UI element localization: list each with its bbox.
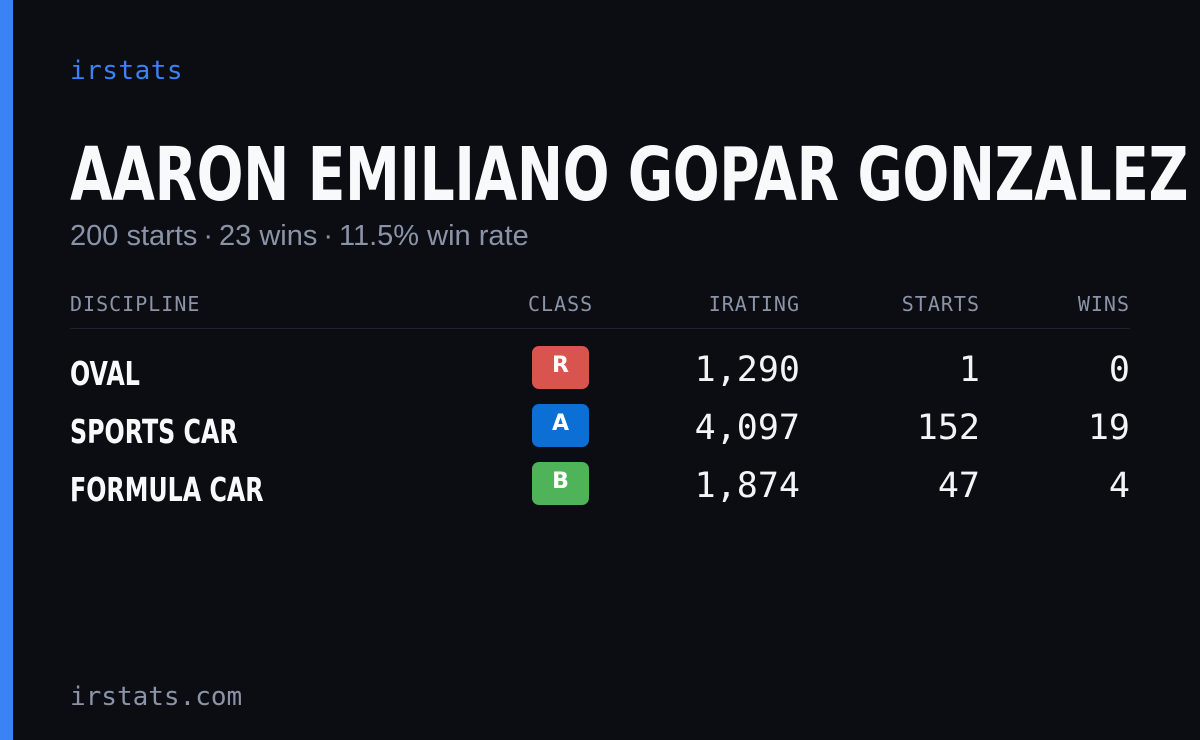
summary-wins: 23 wins	[219, 220, 318, 252]
row-starts: 1	[958, 350, 980, 390]
class-badge: B	[532, 462, 589, 505]
row-wins: 19	[1087, 408, 1130, 448]
header-starts: STARTS	[901, 292, 980, 316]
row-discipline: FORMULA CAR	[70, 470, 264, 509]
summary-win-rate: 11.5% win rate	[339, 220, 529, 252]
table-row-formula-car: FORMULA CAR B 1,874 47 4	[70, 462, 1130, 510]
header-discipline: DISCIPLINE	[70, 292, 201, 316]
row-discipline: OVAL	[70, 354, 140, 393]
driver-name: AARON EMILIANO GOPAR GONZALEZ	[70, 132, 1189, 218]
row-wins: 0	[1108, 350, 1130, 390]
accent-bar	[0, 0, 13, 740]
row-starts: 152	[916, 408, 980, 448]
row-irating: 4,097	[694, 408, 800, 448]
brand-logo: irstats	[70, 56, 184, 86]
table-row-sports-car: SPORTS CAR A 4,097 152 19	[70, 404, 1130, 452]
summary-starts: 200 starts	[70, 220, 198, 252]
summary-stats: 200 starts · 23 wins · 11.5% win rate	[70, 220, 529, 253]
table-header: DISCIPLINE CLASS IRATING STARTS WINS	[70, 292, 1130, 329]
header-irating: IRATING	[708, 292, 800, 316]
class-badge: A	[532, 404, 589, 447]
row-discipline: SPORTS CAR	[70, 412, 238, 451]
header-class: CLASS	[528, 292, 594, 316]
row-wins: 4	[1108, 466, 1130, 506]
row-starts: 47	[937, 466, 980, 506]
row-irating: 1,874	[694, 466, 800, 506]
class-badge: R	[532, 346, 589, 389]
row-irating: 1,290	[694, 350, 800, 390]
table-row-oval: OVAL R 1,290 1 0	[70, 346, 1130, 394]
summary-separator: ·	[323, 220, 334, 252]
header-wins: WINS	[1077, 292, 1130, 316]
summary-separator: ·	[203, 220, 214, 252]
footer-url: irstats.com	[70, 682, 243, 712]
